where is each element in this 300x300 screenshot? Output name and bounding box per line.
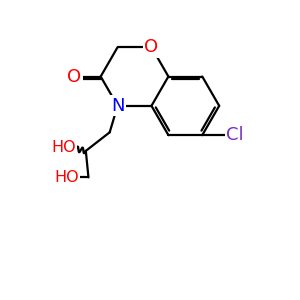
Text: Cl: Cl xyxy=(226,126,244,144)
Text: HO: HO xyxy=(51,140,76,155)
Text: HO: HO xyxy=(54,170,79,185)
Text: O: O xyxy=(67,68,81,85)
Text: O: O xyxy=(144,38,158,56)
Text: N: N xyxy=(111,97,124,115)
